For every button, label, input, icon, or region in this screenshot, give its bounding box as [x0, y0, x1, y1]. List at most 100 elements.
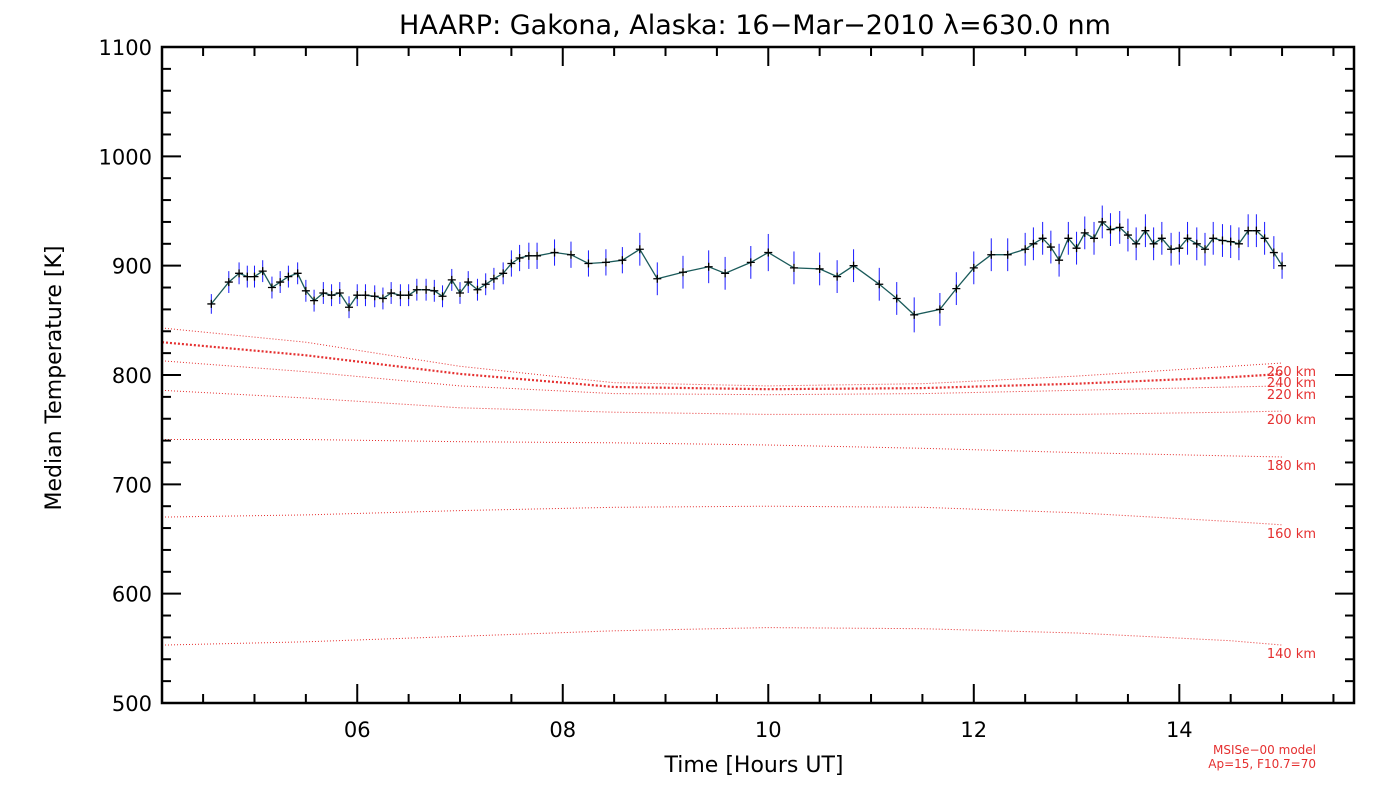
data-point: [422, 285, 431, 294]
data-point: [1072, 244, 1081, 253]
data-point: [1055, 256, 1064, 265]
data-point: [704, 262, 713, 271]
data-point: [1201, 245, 1209, 254]
data-point: [789, 263, 798, 272]
model-footnote-line1: MSISe−00 model: [1213, 743, 1316, 757]
data-point: [224, 278, 233, 287]
data-point: [507, 259, 516, 268]
data-point: [464, 278, 473, 287]
data-point: [1183, 234, 1192, 243]
data-point: [267, 283, 276, 292]
data-point: [396, 291, 405, 300]
data-point: [584, 259, 593, 268]
data-point: [601, 258, 610, 267]
model-line-label: 260 km: [1267, 365, 1316, 380]
data-point: [987, 250, 996, 259]
data-point: [969, 263, 978, 272]
data-point: [258, 267, 267, 276]
x-tick-label: 14: [1166, 718, 1193, 742]
data-point: [345, 303, 354, 312]
data-point: [515, 254, 524, 263]
data-point: [284, 272, 293, 281]
model-line: [161, 327, 1283, 387]
data-point: [721, 269, 730, 278]
data-point: [250, 272, 259, 281]
data-point: [1209, 234, 1218, 243]
data-point: [1029, 239, 1038, 248]
y-tick-label: 1100: [99, 36, 152, 60]
data-point: [235, 269, 244, 278]
data-point: [456, 289, 464, 297]
model-line-label: 180 km: [1267, 459, 1316, 474]
model-line-label: 240 km: [1267, 376, 1316, 391]
data-point: [952, 284, 961, 293]
data-point: [207, 299, 216, 308]
data-point: [353, 291, 362, 300]
data-point: [1278, 261, 1287, 270]
data-point: [1106, 225, 1115, 234]
y-tick-label: 500: [112, 692, 152, 716]
data-point: [1167, 245, 1176, 254]
data-point: [473, 285, 482, 294]
data-point: [489, 274, 498, 283]
data-point: [1098, 217, 1107, 226]
data-point: [1090, 234, 1099, 243]
data-point: [533, 251, 542, 260]
data-point: [550, 248, 559, 257]
data-point: [438, 292, 447, 301]
model-line: [161, 341, 1283, 391]
data-point: [481, 280, 490, 289]
data-point: [412, 285, 421, 294]
y-tick-label: 800: [112, 364, 152, 388]
data-point: [430, 286, 439, 295]
data-point: [1038, 234, 1047, 243]
data-point: [387, 289, 396, 297]
data-point: [678, 268, 687, 277]
data-point: [1269, 248, 1278, 257]
model-line-label: 140 km: [1267, 647, 1316, 662]
chart-title: HAARP: Gakona, Alaska: 16−Mar−2010 λ=630…: [399, 10, 1111, 41]
data-point: [335, 289, 344, 297]
data-point: [276, 278, 285, 287]
data-point: [635, 245, 644, 254]
data-point: [1252, 226, 1261, 235]
data-point: [1080, 228, 1089, 237]
series-line: [210, 220, 1283, 316]
data-point: [1064, 234, 1073, 243]
data-point: [1175, 244, 1184, 253]
data-point: [1218, 236, 1227, 245]
y-tick-label: 600: [112, 583, 152, 607]
data-point: [875, 280, 884, 289]
data-point: [293, 269, 302, 278]
data-point: [370, 292, 379, 301]
model-line: [161, 627, 1283, 646]
measured-series: [207, 205, 1287, 333]
model-line: [161, 505, 1283, 526]
data-point: [243, 272, 252, 281]
x-tick-label: 10: [755, 718, 782, 742]
y-tick-label: 1000: [99, 145, 152, 169]
model-line: [161, 360, 1283, 396]
data-point: [849, 261, 858, 270]
data-point: [566, 250, 575, 259]
data-point: [1021, 245, 1030, 254]
data-point: [1046, 243, 1055, 252]
model-line: [161, 389, 1283, 415]
data-point: [1149, 239, 1158, 248]
data-point: [653, 274, 662, 283]
data-point: [1157, 234, 1166, 243]
data-point: [1244, 226, 1253, 235]
model-lines: [161, 327, 1283, 646]
plot-frame: [160, 45, 1356, 705]
data-point: [301, 286, 310, 295]
model-line-label: 160 km: [1267, 527, 1316, 542]
data-point: [1234, 239, 1243, 248]
x-axis-label: Time [Hours UT]: [664, 753, 844, 778]
data-point: [319, 289, 328, 297]
data-point: [1003, 250, 1012, 259]
data-point: [499, 269, 508, 278]
x-tick-label: 08: [549, 718, 576, 742]
model-line-label: 200 km: [1267, 413, 1316, 428]
data-point: [618, 256, 627, 265]
model-line-label: 220 km: [1267, 388, 1316, 403]
